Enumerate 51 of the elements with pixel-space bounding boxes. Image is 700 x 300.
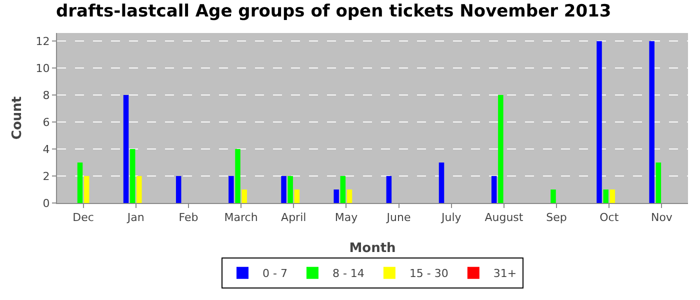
bar [334, 190, 339, 203]
x-tick-label: July [440, 211, 462, 224]
bar [228, 176, 234, 203]
bar [550, 190, 556, 203]
bar [596, 41, 602, 203]
y-tick-label: 6 [42, 116, 50, 129]
x-tick-label: April [281, 211, 306, 224]
bar [288, 176, 293, 203]
bar [603, 190, 608, 203]
bar [649, 41, 654, 203]
y-tick-label: 4 [42, 142, 50, 156]
x-tick-label: Dec [72, 211, 94, 224]
bar [176, 176, 182, 203]
legend-label: 15 - 30 [409, 267, 448, 280]
legend-label: 31+ [493, 267, 517, 280]
bar [610, 190, 616, 203]
y-tick-label: 2 [42, 170, 50, 183]
bar [656, 162, 662, 203]
bar [386, 176, 392, 203]
bar [235, 149, 240, 203]
bar [123, 95, 129, 203]
y-tick-label: 10 [36, 62, 50, 75]
y-tick-label: 8 [42, 88, 50, 102]
legend-label: 8 - 14 [332, 267, 364, 280]
y-axis-title: Count [10, 96, 25, 140]
x-tick-label: May [334, 211, 358, 224]
bar [498, 95, 504, 203]
bar [242, 190, 247, 203]
bar [346, 190, 352, 203]
x-tick-label: Oct [600, 211, 620, 224]
y-tick-label: 0 [42, 196, 50, 210]
bar [84, 176, 90, 203]
bar [130, 149, 136, 203]
x-tick-label: March [224, 211, 258, 224]
chart-title: drafts-lastcall Age groups of open tickets November 2013 [56, 1, 612, 22]
x-tick-label: Sep [546, 211, 567, 224]
x-tick-label: Nov [650, 211, 673, 224]
legend-label: 0 - 7 [262, 267, 288, 280]
y-tick-label: 12 [36, 34, 50, 48]
bar [438, 162, 444, 203]
bar [340, 176, 346, 203]
bar [136, 176, 142, 203]
x-tick-label: June [386, 211, 411, 224]
x-axis-title: Month [349, 241, 396, 256]
x-tick-label: August [484, 211, 524, 224]
bar [491, 176, 497, 203]
bar [294, 190, 300, 203]
x-tick-label: Feb [178, 211, 198, 224]
bar [77, 162, 83, 203]
x-tick-label: Jan [126, 211, 144, 224]
bar [281, 176, 286, 203]
